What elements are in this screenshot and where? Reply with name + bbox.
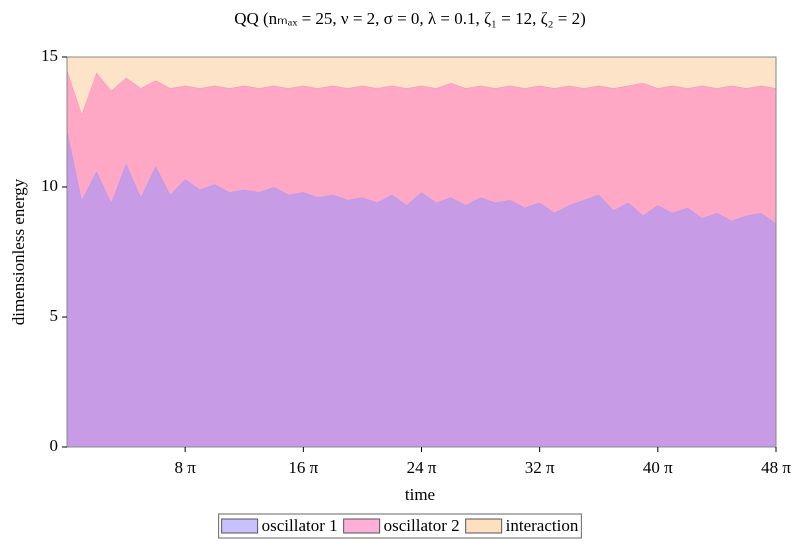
area — [67, 129, 776, 448]
legend-label: interaction — [506, 516, 579, 535]
area — [67, 57, 776, 115]
x-tick-label: 24 π — [407, 458, 437, 477]
chart-title: QQ (nₘₐₓ = 25, ν = 2, σ = 0, λ = 0.1, ζ₁… — [234, 9, 586, 28]
area — [67, 70, 776, 224]
x-tick-label: 8 π — [174, 458, 196, 477]
legend-swatch — [343, 518, 381, 534]
legend-label: oscillator 1 — [262, 516, 338, 535]
legend-swatch — [221, 518, 259, 534]
y-axis-label: dimensionless energy — [9, 178, 28, 325]
y-tick-label: 5 — [50, 306, 59, 325]
x-tick-label: 32 π — [525, 458, 555, 477]
legend-label: oscillator 2 — [384, 516, 460, 535]
x-axis-label: time — [405, 485, 435, 504]
x-tick-label: 40 π — [643, 458, 673, 477]
x-tick-label: 48 π — [761, 458, 791, 477]
legend-box — [218, 513, 582, 539]
legend-swatch — [465, 518, 503, 534]
y-tick-label: 10 — [41, 176, 58, 195]
x-tick-label: 16 π — [288, 458, 318, 477]
y-tick-label: 15 — [41, 46, 58, 65]
y-tick-label: 0 — [50, 436, 59, 455]
